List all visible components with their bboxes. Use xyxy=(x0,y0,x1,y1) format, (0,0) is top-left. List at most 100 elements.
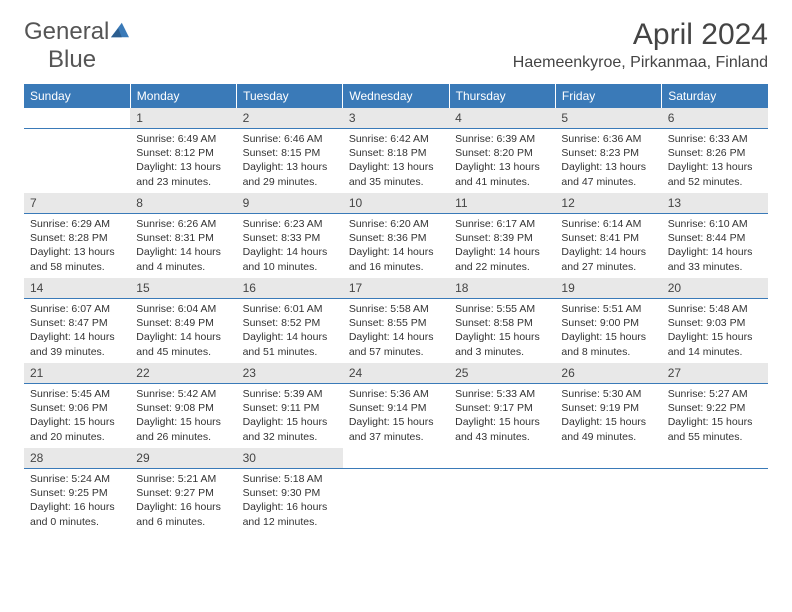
empty-day xyxy=(24,108,130,129)
calendar-day-cell: 8Sunrise: 6:26 AMSunset: 8:31 PMDaylight… xyxy=(130,193,236,278)
day-content: Sunrise: 5:18 AMSunset: 9:30 PMDaylight:… xyxy=(237,469,343,532)
day-content: Sunrise: 5:55 AMSunset: 8:58 PMDaylight:… xyxy=(449,299,555,362)
day-content: Sunrise: 6:17 AMSunset: 8:39 PMDaylight:… xyxy=(449,214,555,277)
day-content: Sunrise: 6:04 AMSunset: 8:49 PMDaylight:… xyxy=(130,299,236,362)
calendar-day-cell xyxy=(449,448,555,533)
weekday-header: Thursday xyxy=(449,84,555,108)
calendar-day-cell: 25Sunrise: 5:33 AMSunset: 9:17 PMDayligh… xyxy=(449,363,555,448)
day-content: Sunrise: 5:48 AMSunset: 9:03 PMDaylight:… xyxy=(662,299,768,362)
weekday-header: Friday xyxy=(555,84,661,108)
day-number: 29 xyxy=(130,448,236,469)
calendar-week-row: 1Sunrise: 6:49 AMSunset: 8:12 PMDaylight… xyxy=(24,108,768,193)
calendar-day-cell: 28Sunrise: 5:24 AMSunset: 9:25 PMDayligh… xyxy=(24,448,130,533)
day-number: 25 xyxy=(449,363,555,384)
empty-day xyxy=(555,448,661,469)
day-number: 16 xyxy=(237,278,343,299)
calendar-day-cell: 19Sunrise: 5:51 AMSunset: 9:00 PMDayligh… xyxy=(555,278,661,363)
day-content: Sunrise: 6:20 AMSunset: 8:36 PMDaylight:… xyxy=(343,214,449,277)
calendar-day-cell: 17Sunrise: 5:58 AMSunset: 8:55 PMDayligh… xyxy=(343,278,449,363)
day-number: 23 xyxy=(237,363,343,384)
month-title: April 2024 xyxy=(513,18,768,52)
day-number: 9 xyxy=(237,193,343,214)
calendar-day-cell: 12Sunrise: 6:14 AMSunset: 8:41 PMDayligh… xyxy=(555,193,661,278)
day-number: 14 xyxy=(24,278,130,299)
day-number: 13 xyxy=(662,193,768,214)
day-content: Sunrise: 6:26 AMSunset: 8:31 PMDaylight:… xyxy=(130,214,236,277)
day-number: 19 xyxy=(555,278,661,299)
day-content: Sunrise: 6:46 AMSunset: 8:15 PMDaylight:… xyxy=(237,129,343,192)
calendar-day-cell: 15Sunrise: 6:04 AMSunset: 8:49 PMDayligh… xyxy=(130,278,236,363)
weekday-header: Monday xyxy=(130,84,236,108)
calendar-day-cell: 29Sunrise: 5:21 AMSunset: 9:27 PMDayligh… xyxy=(130,448,236,533)
empty-day xyxy=(662,448,768,469)
logo-text-1: General xyxy=(24,18,109,45)
logo-triangle-icon xyxy=(109,21,131,39)
calendar-day-cell: 10Sunrise: 6:20 AMSunset: 8:36 PMDayligh… xyxy=(343,193,449,278)
day-content: Sunrise: 5:42 AMSunset: 9:08 PMDaylight:… xyxy=(130,384,236,447)
calendar-day-cell: 27Sunrise: 5:27 AMSunset: 9:22 PMDayligh… xyxy=(662,363,768,448)
day-number: 20 xyxy=(662,278,768,299)
calendar-day-cell: 21Sunrise: 5:45 AMSunset: 9:06 PMDayligh… xyxy=(24,363,130,448)
header: General Blue April 2024 Haemeenkyroe, Pi… xyxy=(24,18,768,74)
day-content: Sunrise: 5:36 AMSunset: 9:14 PMDaylight:… xyxy=(343,384,449,447)
calendar-body: 1Sunrise: 6:49 AMSunset: 8:12 PMDaylight… xyxy=(24,108,768,533)
calendar-day-cell: 13Sunrise: 6:10 AMSunset: 8:44 PMDayligh… xyxy=(662,193,768,278)
calendar-day-cell: 1Sunrise: 6:49 AMSunset: 8:12 PMDaylight… xyxy=(130,108,236,193)
day-content: Sunrise: 6:42 AMSunset: 8:18 PMDaylight:… xyxy=(343,129,449,192)
day-content: Sunrise: 6:49 AMSunset: 8:12 PMDaylight:… xyxy=(130,129,236,192)
day-number: 30 xyxy=(237,448,343,469)
logo-text-2: Blue xyxy=(48,46,96,73)
title-block: April 2024 Haemeenkyroe, Pirkanmaa, Finl… xyxy=(513,18,768,72)
day-number: 27 xyxy=(662,363,768,384)
weekday-header: Tuesday xyxy=(237,84,343,108)
day-content: Sunrise: 6:23 AMSunset: 8:33 PMDaylight:… xyxy=(237,214,343,277)
weekday-header-row: SundayMondayTuesdayWednesdayThursdayFrid… xyxy=(24,84,768,108)
logo: General Blue xyxy=(24,18,131,74)
day-number: 21 xyxy=(24,363,130,384)
calendar-day-cell xyxy=(662,448,768,533)
calendar-table: SundayMondayTuesdayWednesdayThursdayFrid… xyxy=(24,84,768,533)
calendar-day-cell: 5Sunrise: 6:36 AMSunset: 8:23 PMDaylight… xyxy=(555,108,661,193)
day-content: Sunrise: 5:30 AMSunset: 9:19 PMDaylight:… xyxy=(555,384,661,447)
weekday-header: Wednesday xyxy=(343,84,449,108)
day-content: Sunrise: 5:24 AMSunset: 9:25 PMDaylight:… xyxy=(24,469,130,532)
calendar-day-cell: 14Sunrise: 6:07 AMSunset: 8:47 PMDayligh… xyxy=(24,278,130,363)
calendar-day-cell: 22Sunrise: 5:42 AMSunset: 9:08 PMDayligh… xyxy=(130,363,236,448)
calendar-day-cell: 6Sunrise: 6:33 AMSunset: 8:26 PMDaylight… xyxy=(662,108,768,193)
day-number: 4 xyxy=(449,108,555,129)
day-number: 15 xyxy=(130,278,236,299)
day-number: 22 xyxy=(130,363,236,384)
day-number: 10 xyxy=(343,193,449,214)
day-content: Sunrise: 6:01 AMSunset: 8:52 PMDaylight:… xyxy=(237,299,343,362)
day-content: Sunrise: 6:07 AMSunset: 8:47 PMDaylight:… xyxy=(24,299,130,362)
day-content: Sunrise: 6:14 AMSunset: 8:41 PMDaylight:… xyxy=(555,214,661,277)
calendar-day-cell: 24Sunrise: 5:36 AMSunset: 9:14 PMDayligh… xyxy=(343,363,449,448)
calendar-day-cell: 4Sunrise: 6:39 AMSunset: 8:20 PMDaylight… xyxy=(449,108,555,193)
day-content: Sunrise: 5:27 AMSunset: 9:22 PMDaylight:… xyxy=(662,384,768,447)
day-content: Sunrise: 5:33 AMSunset: 9:17 PMDaylight:… xyxy=(449,384,555,447)
calendar-day-cell: 16Sunrise: 6:01 AMSunset: 8:52 PMDayligh… xyxy=(237,278,343,363)
calendar-day-cell: 2Sunrise: 6:46 AMSunset: 8:15 PMDaylight… xyxy=(237,108,343,193)
day-number: 18 xyxy=(449,278,555,299)
day-number: 5 xyxy=(555,108,661,129)
location: Haemeenkyroe, Pirkanmaa, Finland xyxy=(513,54,768,72)
day-number: 3 xyxy=(343,108,449,129)
day-number: 24 xyxy=(343,363,449,384)
day-number: 6 xyxy=(662,108,768,129)
day-content: Sunrise: 6:10 AMSunset: 8:44 PMDaylight:… xyxy=(662,214,768,277)
calendar-day-cell: 7Sunrise: 6:29 AMSunset: 8:28 PMDaylight… xyxy=(24,193,130,278)
day-number: 11 xyxy=(449,193,555,214)
calendar-week-row: 14Sunrise: 6:07 AMSunset: 8:47 PMDayligh… xyxy=(24,278,768,363)
day-content: Sunrise: 5:21 AMSunset: 9:27 PMDaylight:… xyxy=(130,469,236,532)
day-number: 1 xyxy=(130,108,236,129)
day-number: 28 xyxy=(24,448,130,469)
calendar-day-cell: 9Sunrise: 6:23 AMSunset: 8:33 PMDaylight… xyxy=(237,193,343,278)
day-content: Sunrise: 5:39 AMSunset: 9:11 PMDaylight:… xyxy=(237,384,343,447)
calendar-day-cell: 3Sunrise: 6:42 AMSunset: 8:18 PMDaylight… xyxy=(343,108,449,193)
calendar-day-cell xyxy=(343,448,449,533)
calendar-day-cell: 23Sunrise: 5:39 AMSunset: 9:11 PMDayligh… xyxy=(237,363,343,448)
day-number: 17 xyxy=(343,278,449,299)
day-content: Sunrise: 6:33 AMSunset: 8:26 PMDaylight:… xyxy=(662,129,768,192)
day-number: 8 xyxy=(130,193,236,214)
day-number: 12 xyxy=(555,193,661,214)
